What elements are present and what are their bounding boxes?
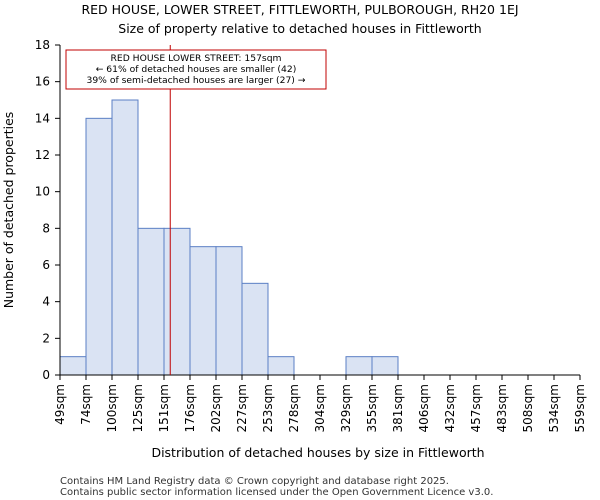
x-tick-label: 202sqm: [209, 384, 223, 432]
x-tick-label: 559sqm: [573, 384, 587, 432]
y-tick-label: 12: [35, 148, 50, 162]
histogram-bar: [345, 356, 373, 376]
x-ticks-group: 49sqm 74sqm 100sqm 125sqm 151sqm 176sqm 202sqm…: [53, 375, 587, 432]
x-tick-label: 49sqm: [53, 384, 67, 425]
y-tick-label: 10: [35, 185, 50, 199]
x-tick-label: 151sqm: [157, 384, 171, 432]
x-tick-label: 508sqm: [521, 384, 535, 432]
histogram-bar: [59, 356, 87, 376]
histogram-bar: [215, 246, 243, 376]
chart-subtitle: Size of property relative to detached ho…: [118, 21, 481, 36]
y-tick-label: 6: [42, 258, 50, 272]
histogram-bar: [371, 356, 399, 376]
annotation-box: RED HOUSE LOWER STREET: 157sqm ← 61% of …: [65, 49, 327, 90]
y-tick-label: 4: [42, 295, 50, 309]
y-tick-label: 8: [42, 221, 50, 235]
x-tick-label: 227sqm: [235, 384, 249, 432]
x-tick-label: 329sqm: [339, 384, 353, 432]
histogram-bar: [241, 282, 269, 376]
x-tick-label: 381sqm: [391, 384, 405, 432]
histogram-bar: [267, 356, 295, 376]
x-tick-label: 100sqm: [105, 384, 119, 432]
x-tick-label: 457sqm: [469, 384, 483, 432]
y-tick-label: 16: [35, 75, 50, 89]
x-tick-label: 355sqm: [365, 384, 379, 432]
bars-group: [59, 99, 399, 376]
x-tick-label: 176sqm: [183, 384, 197, 432]
histogram-bar: [111, 99, 139, 376]
y-tick-label: 14: [35, 111, 50, 125]
y-tick-label: 18: [35, 38, 50, 52]
x-tick-label: 278sqm: [287, 384, 301, 432]
x-tick-label: 74sqm: [79, 384, 93, 425]
x-tick-label: 483sqm: [495, 384, 509, 432]
histogram-bar: [137, 227, 165, 376]
y-tick-label: 0: [42, 368, 50, 382]
footer-line-2: Contains public sector information licen…: [60, 487, 493, 498]
annotation-line-1: RED HOUSE LOWER STREET: 157sqm: [111, 53, 282, 64]
histogram-bar: [189, 246, 217, 376]
x-tick-label: 534sqm: [547, 384, 561, 432]
x-tick-label: 432sqm: [443, 384, 457, 432]
chart-title: RED HOUSE, LOWER STREET, FITTLEWORTH, PU…: [81, 2, 518, 17]
x-tick-label: 125sqm: [131, 384, 145, 432]
y-ticks-group: 0 2 4 6 8 10 12 14 16 18: [35, 38, 60, 382]
histogram-bar: [85, 117, 113, 376]
annotation-line-3: 39% of semi-detached houses are larger (…: [86, 75, 305, 86]
footer-line-1: Contains HM Land Registry data © Crown c…: [60, 476, 449, 487]
histogram-bar: [163, 227, 191, 376]
y-axis-title: Number of detached properties: [1, 112, 16, 309]
x-tick-label: 304sqm: [313, 384, 327, 432]
x-tick-label: 253sqm: [261, 384, 275, 432]
annotation-line-2: ← 61% of detached houses are smaller (42…: [96, 64, 297, 75]
x-tick-label: 406sqm: [417, 384, 431, 432]
x-axis-title: Distribution of detached houses by size …: [151, 445, 484, 460]
y-tick-label: 2: [42, 331, 50, 345]
